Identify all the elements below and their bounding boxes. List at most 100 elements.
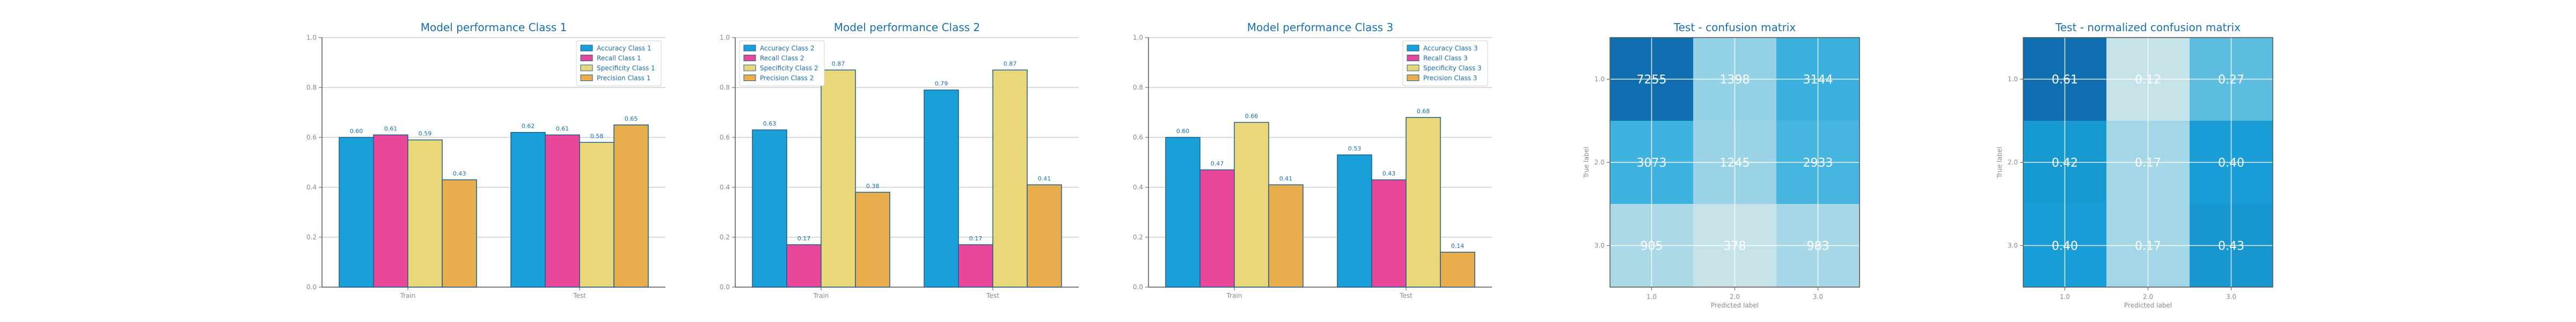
y-tick-label: 0.6 xyxy=(1133,134,1143,141)
x-tick-label: Train xyxy=(1226,292,1242,299)
chart-title: Model performance Class 3 xyxy=(1247,21,1394,34)
x-tick-label: Train xyxy=(813,292,829,299)
y-tick-label: 0.6 xyxy=(720,134,730,141)
legend-swatch xyxy=(743,45,756,52)
bar xyxy=(786,244,822,288)
y-tick-label: 0.0 xyxy=(720,283,730,291)
y-tick-label: 0.2 xyxy=(1133,233,1143,241)
y-tick-label: 1.0 xyxy=(306,34,317,41)
x-tick-label: Test xyxy=(1399,292,1413,299)
x-tick-label: 1.0 xyxy=(2060,293,2070,301)
data-label: 0.68 xyxy=(1417,108,1430,115)
data-label: 0.41 xyxy=(1038,175,1051,182)
bar xyxy=(1234,122,1269,288)
data-label: 0.43 xyxy=(453,170,466,177)
y-tick-label: 0.4 xyxy=(306,184,317,191)
bar xyxy=(1406,117,1441,288)
data-label: 0.87 xyxy=(1004,60,1017,67)
bar xyxy=(373,134,408,288)
legend-entry: Precision Class 3 xyxy=(1423,75,1477,82)
x-tick-label: Test xyxy=(573,292,586,299)
legend-entry: Accuracy Class 3 xyxy=(1423,45,1478,52)
data-label: 0.79 xyxy=(935,80,948,87)
bar xyxy=(1027,184,1062,288)
x-tick-label: Train xyxy=(400,292,416,299)
legend-box xyxy=(1402,40,1488,86)
legend-swatch xyxy=(1407,55,1419,61)
data-label: 0.17 xyxy=(797,235,811,242)
y-tick-label: 0.2 xyxy=(306,233,317,241)
chart-title: Model performance Class 1 xyxy=(421,21,567,34)
x-axis-label: Predicted label xyxy=(2124,302,2172,309)
bar xyxy=(1199,169,1235,288)
y-axis-label: True label xyxy=(1996,147,2003,178)
legend-box xyxy=(739,40,825,86)
data-label: 0.63 xyxy=(763,120,777,127)
legend-swatch xyxy=(1407,75,1419,81)
data-label: 0.61 xyxy=(556,125,569,132)
legend: Accuracy Class 1 Recall Class 1 Specificit… xyxy=(576,40,662,86)
legend-entry: Specificity Class 1 xyxy=(597,64,655,72)
bar xyxy=(924,89,959,288)
bar xyxy=(992,69,1028,288)
x-tick-label: 3.0 xyxy=(2226,293,2236,301)
x-tick-label: 2.0 xyxy=(2143,293,2153,301)
y-tick-label: 0.8 xyxy=(306,84,317,91)
legend-entry: Recall Class 3 xyxy=(1423,55,1468,62)
legend-entry: Accuracy Class 2 xyxy=(760,45,815,52)
bar xyxy=(958,244,993,288)
data-label: 0.17 xyxy=(969,235,983,242)
bar xyxy=(1337,154,1372,288)
bar xyxy=(407,139,443,288)
data-label: 0.59 xyxy=(419,130,432,137)
data-label: 0.60 xyxy=(1176,128,1190,135)
legend-entry: Specificity Class 3 xyxy=(1423,64,1482,72)
data-label: 0.38 xyxy=(866,182,880,189)
y-tick-label: 0.0 xyxy=(306,283,317,291)
data-label: 0.58 xyxy=(590,133,604,140)
bar xyxy=(1371,179,1407,288)
bar xyxy=(339,137,374,288)
bar xyxy=(510,131,546,288)
data-label: 0.62 xyxy=(522,123,535,130)
y-tick-label: 0.4 xyxy=(720,184,730,191)
chart-title: Test - normalized confusion matrix xyxy=(2055,21,2241,34)
x-tick-label: 2.0 xyxy=(1730,293,1740,301)
bar xyxy=(1165,137,1201,288)
data-label: 0.65 xyxy=(625,115,638,122)
legend-entry: Recall Class 1 xyxy=(597,55,641,62)
data-label: 0.41 xyxy=(1279,175,1293,182)
y-tick-label: 1.0 xyxy=(1133,34,1143,41)
x-axis-label: Predicted label xyxy=(1711,302,1759,309)
x-tick-label: 3.0 xyxy=(1813,293,1823,301)
bar xyxy=(855,192,890,288)
legend-swatch xyxy=(1407,64,1419,71)
y-tick-label: 1.0 xyxy=(1594,76,1605,83)
bar-chart-3: Model performance Class 3 0.0 0.2 0.4 0.6 0.8… xyxy=(1133,21,1492,299)
legend-box xyxy=(576,40,662,86)
legend-swatch xyxy=(1407,45,1419,52)
data-label: 0.87 xyxy=(832,60,845,67)
chart-title: Test - confusion matrix xyxy=(1673,21,1796,34)
legend-entry: Accuracy Class 1 xyxy=(597,45,652,52)
y-tick-label: 1.0 xyxy=(720,34,730,41)
legend-swatch xyxy=(743,75,756,81)
x-tick-label: 1.0 xyxy=(1646,293,1657,301)
data-label: 0.60 xyxy=(350,128,363,135)
chart-title: Model performance Class 2 xyxy=(834,21,980,34)
data-label: 0.61 xyxy=(384,125,398,132)
bar xyxy=(545,134,580,288)
bar xyxy=(442,179,477,288)
y-tick-label: 0.2 xyxy=(720,233,730,241)
legend-entry: Precision Class 2 xyxy=(760,75,814,82)
legend-swatch xyxy=(580,55,593,61)
data-label: 0.43 xyxy=(1382,170,1396,177)
legend-entry: Precision Class 1 xyxy=(597,75,650,82)
bar xyxy=(579,142,614,288)
bar xyxy=(752,129,787,288)
legend-swatch xyxy=(743,64,756,71)
